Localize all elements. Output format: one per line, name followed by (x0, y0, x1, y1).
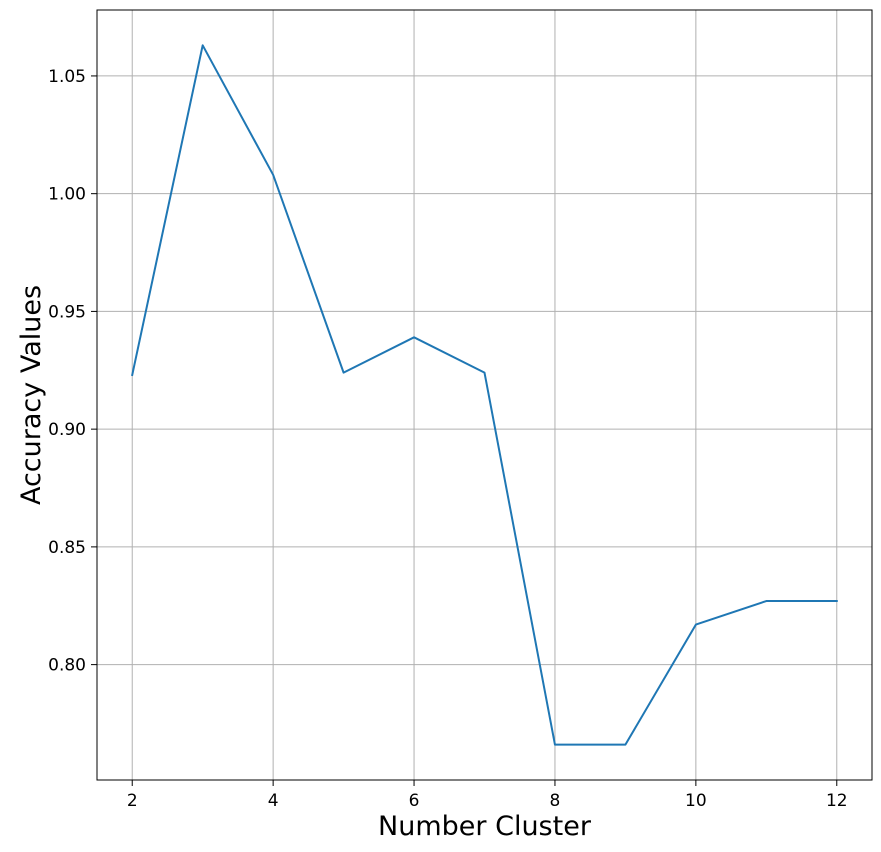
y-tick-label: 0.95 (48, 302, 86, 322)
x-axis-label: Number Cluster (378, 811, 592, 842)
y-tick-label: 0.80 (48, 656, 86, 676)
x-tick-label: 10 (685, 791, 707, 811)
x-tick-label: 4 (268, 791, 279, 811)
x-tick-label: 2 (127, 791, 138, 811)
plot-frame (96, 9, 873, 781)
x-tick-label: 12 (826, 791, 848, 811)
x-tick-label: 6 (409, 791, 420, 811)
series-line (131, 44, 838, 746)
y-axis-label: Accuracy Values (16, 285, 47, 505)
y-tick-label: 1.00 (48, 185, 86, 205)
y-tick-label: 1.05 (48, 67, 86, 87)
y-tick-label: 0.85 (48, 538, 86, 558)
series-layer (131, 44, 838, 746)
y-tick-label: 0.90 (48, 420, 86, 440)
grid-lines (97, 10, 872, 780)
ticks: 2 4 6 8 10 12 0.80 0.85 0.90 0.95 1.00 1.05 (48, 67, 847, 811)
x-tick-label: 8 (550, 791, 561, 811)
